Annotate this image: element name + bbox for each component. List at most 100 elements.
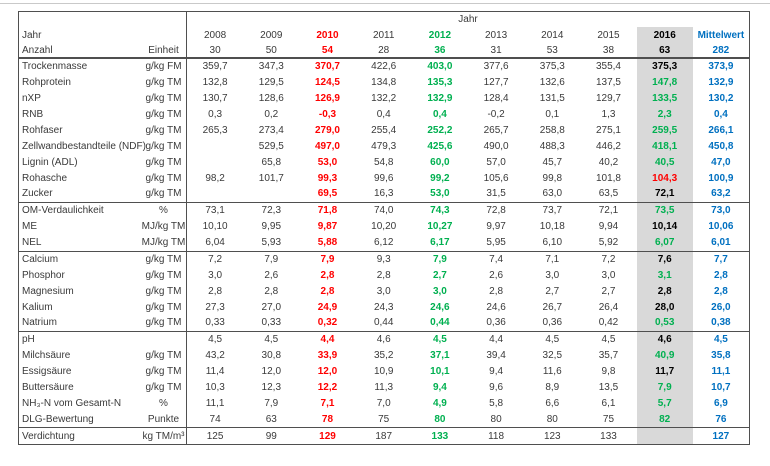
value-cell: 9,8 (601, 366, 616, 378)
value-cell: 10,7 (711, 381, 731, 393)
value-cell: 54,8 (373, 156, 394, 168)
value-cell: 9,94 (598, 221, 619, 233)
value-cell: 132,9 (708, 77, 734, 89)
value-cell: 370,7 (314, 61, 340, 73)
year-header-cell: 2010 (316, 29, 339, 41)
value-cell: 10,06 (708, 221, 734, 233)
value-cell: 488,3 (539, 140, 565, 152)
value-cell: 490,0 (483, 140, 509, 152)
value-cell: 6,9 (713, 397, 728, 409)
count-cell: 54 (321, 44, 334, 56)
value-cell: 2,8 (376, 269, 391, 281)
value-cell: 0,44 (373, 317, 394, 329)
year-header-row: Jahr 2008 2009 2010 2011 2012 2013 2014 2015 201… (19, 27, 749, 43)
year-header-cell: 2011 (372, 29, 395, 41)
value-cell: 6,1 (601, 397, 616, 409)
value-cell: 35,8 (711, 350, 731, 362)
value-cell: 9,4 (432, 381, 447, 393)
value-cell: 80 (546, 413, 558, 425)
value-cell: 9,95 (261, 221, 282, 233)
unit-cell: MJ/kg TM (141, 218, 187, 235)
value-cell: 80 (434, 413, 446, 425)
value-cell: 24,9 (317, 301, 338, 313)
value-cell: 7,6 (636, 251, 693, 268)
unit-cell (141, 331, 187, 348)
value-cell: 4,5 (432, 334, 447, 346)
value-cell: 4,5 (208, 334, 223, 346)
value-cell: 347,3 (258, 61, 284, 73)
table-row: ME MJ/kg TM 10,10 9,95 9,87 10,20 10,27 9,97 10,… (19, 218, 749, 235)
value-cell: 99,8 (542, 172, 563, 184)
value-cell: 4,5 (713, 334, 728, 346)
value-cell: 72,8 (486, 205, 506, 217)
unit-cell: g/kg TM (141, 138, 187, 155)
value-cell: 125 (206, 430, 224, 442)
value-cell: 6,01 (711, 237, 731, 249)
value-cell: 65,8 (261, 156, 282, 168)
value-cell: 4,6 (376, 334, 391, 346)
value-cell: 72,1 (598, 205, 619, 217)
value-cell (187, 186, 243, 202)
value-cell: 57,0 (486, 156, 506, 168)
value-cell: 99,2 (430, 172, 450, 184)
value-cell: 39,4 (486, 350, 506, 362)
value-cell: 10,1 (430, 366, 450, 378)
unit-empty-cell (141, 12, 187, 27)
value-cell: 0,38 (711, 317, 731, 329)
value-cell: 446,2 (595, 140, 621, 152)
row-label: NH₃-N vom Gesamt-N (22, 397, 122, 409)
value-cell: 32,5 (542, 350, 563, 362)
value-cell: 105,6 (483, 172, 509, 184)
value-cell: 40,5 (636, 154, 693, 171)
sample-count-row: Anzahl Einheit 30 50 54 28 36 31 53 38 63 282 (19, 43, 749, 59)
row-label: Lignin (ADL) (22, 156, 78, 168)
value-cell: 132,2 (371, 93, 397, 105)
value-cell: 265,3 (202, 124, 228, 136)
value-cell: 12,2 (317, 381, 338, 393)
value-cell: 130,7 (202, 93, 228, 105)
value-cell: 71,8 (317, 205, 338, 217)
value-cell: 5,88 (317, 237, 338, 249)
value-cell: 137,5 (595, 77, 621, 89)
value-cell: 7,9 (432, 253, 447, 265)
year-header-cell: 2008 (203, 29, 227, 41)
value-cell: 6,6 (545, 397, 560, 409)
unit-cell: g/kg TM (141, 299, 187, 315)
value-cell: 130,2 (708, 93, 734, 105)
value-cell: 3,0 (545, 269, 560, 281)
value-cell: 7,9 (320, 253, 335, 265)
value-cell: 6,12 (373, 237, 394, 249)
value-cell: 7,4 (489, 253, 504, 265)
row-label: Natrium (22, 317, 58, 329)
value-cell: 3,0 (432, 285, 447, 297)
value-cell: 2,8 (713, 285, 728, 297)
table-row: Verdichtung kg TM/m³ 125 99 129 187 133 118 123 1… (19, 428, 749, 444)
value-cell: 11,4 (205, 366, 225, 378)
value-cell: 273,4 (258, 124, 284, 136)
value-cell: 0,2 (264, 109, 279, 121)
value-cell: 10,20 (371, 221, 397, 233)
count-cell: 31 (490, 44, 502, 56)
value-cell: 118 (488, 430, 505, 442)
value-cell: 127 (712, 430, 730, 442)
value-cell: 26,4 (598, 301, 619, 313)
value-cell: 418,1 (636, 138, 693, 155)
table-row: NH₃-N vom Gesamt-N% 11,1 7,9 7,1 7,0 4,9 5,8 6,… (19, 395, 749, 412)
value-cell: 2,7 (432, 269, 447, 281)
value-cell: 10,10 (202, 221, 228, 233)
unit-cell: g/kg TM (141, 154, 187, 171)
value-cell: 0,4 (432, 109, 447, 121)
table-row: Natrium g/kg TM 0,33 0,33 0,32 0,44 0,44 0,36 0,… (19, 315, 749, 332)
row-label: pH (22, 334, 35, 346)
value-cell: 9,6 (489, 381, 504, 393)
value-cell: 11,7 (636, 363, 693, 380)
row-label: Essigsäure (22, 366, 72, 378)
row-label: Zellwandbestandteile (NDF) (22, 140, 146, 152)
value-cell: 266,1 (708, 124, 734, 136)
value-cell: 5,92 (598, 237, 619, 249)
value-cell: 11,3 (374, 381, 394, 393)
value-cell: 60,0 (430, 156, 450, 168)
value-cell: 7,9 (264, 253, 279, 265)
value-cell: 5,7 (636, 395, 693, 412)
value-cell: 35,2 (373, 350, 394, 362)
